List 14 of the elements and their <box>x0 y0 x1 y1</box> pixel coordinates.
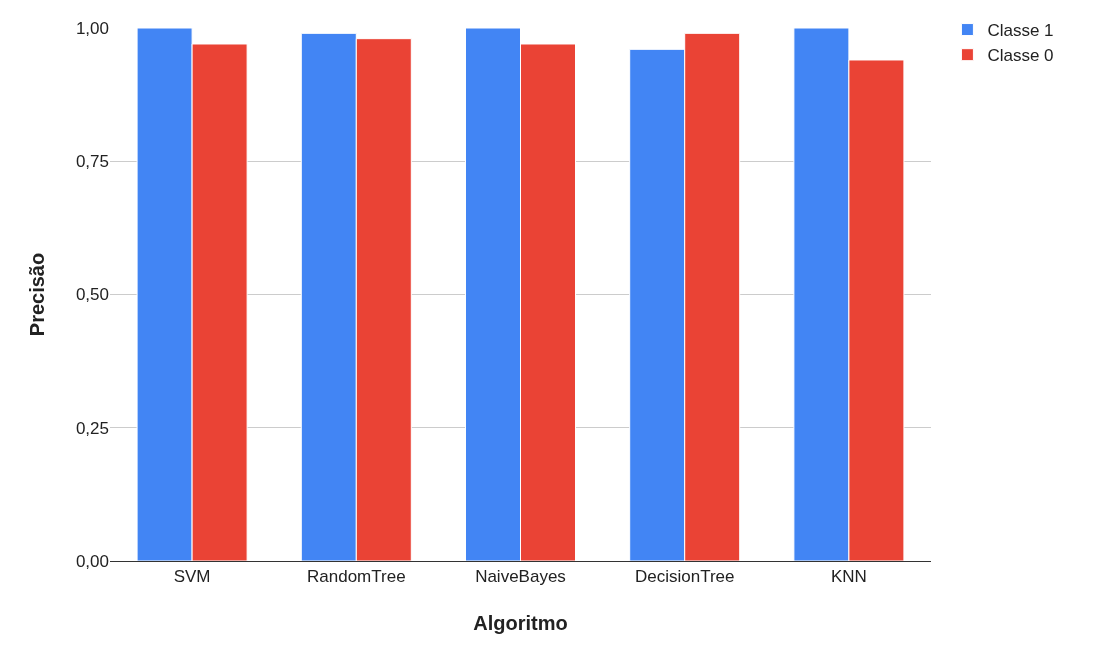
x-tick-label: SVM <box>173 567 211 587</box>
y-tick-label: 0,25 <box>75 418 109 438</box>
x-tick-label: KNN <box>830 567 867 587</box>
y-tick-label: 0,50 <box>75 285 109 305</box>
y-tick-label: 0,75 <box>75 152 109 172</box>
y-axis-title: Precisão <box>26 252 49 337</box>
x-tick-label: DecisionTree <box>634 567 735 587</box>
x-tick-label: RandomTree <box>307 567 406 587</box>
x-axis-title: Algoritmo <box>473 611 568 634</box>
legend-label: Classe 0 <box>987 46 1054 66</box>
y-tick-label: 1,00 <box>75 18 109 38</box>
y-tick-label: 0,00 <box>75 551 109 571</box>
legend-label: Classe 1 <box>987 21 1054 41</box>
x-tick-label: NaiveBayes <box>475 567 566 587</box>
